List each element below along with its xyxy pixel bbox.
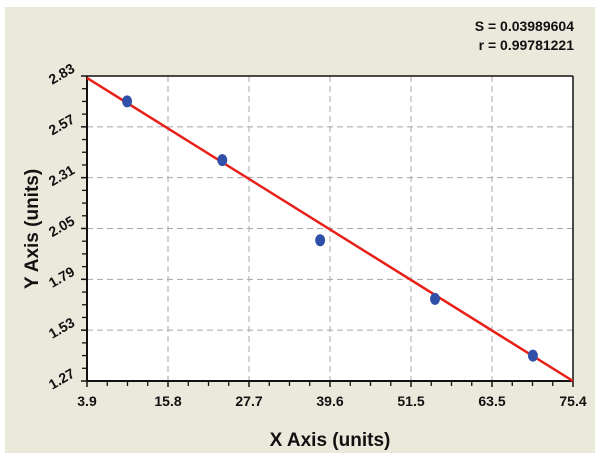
data-point <box>527 349 538 362</box>
gridlines <box>87 76 573 381</box>
data-point <box>430 292 441 305</box>
fit-line <box>86 76 574 383</box>
x-tick-label: 27.7 <box>235 393 262 409</box>
x-tick-label: 63.5 <box>478 393 505 409</box>
data-point <box>217 154 228 167</box>
data-point <box>122 95 133 108</box>
y-tick-label: 2.31 <box>46 161 78 189</box>
x-tick-label: 15.8 <box>154 393 181 409</box>
x-tick-labels: 3.9 15.8 27.7 39.6 51.5 63.5 75.4 <box>77 393 587 409</box>
y-tick-label: 1.53 <box>46 314 78 342</box>
data-point <box>315 234 326 247</box>
x-tick-label: 75.4 <box>559 393 586 409</box>
x-tick-label: 3.9 <box>77 393 97 409</box>
x-tick-label: 39.6 <box>316 393 343 409</box>
s-value: S = 0.03989604 <box>474 18 574 34</box>
x-axis-title: X Axis (units) <box>270 430 391 451</box>
y-tick-labels: 1.27 1.53 1.79 2.05 2.31 2.57 2.83 <box>46 60 78 393</box>
y-axis-title: Y Axis (units) <box>22 169 43 289</box>
x-tick-label: 51.5 <box>397 393 424 409</box>
y-tick-label: 2.57 <box>46 111 78 139</box>
fit-statistics: S = 0.03989604 r = 0.99781221 <box>475 17 574 55</box>
y-tick-label: 1.79 <box>46 263 78 291</box>
y-tick-label: 1.27 <box>46 365 78 393</box>
r-value: r = 0.99781221 <box>478 37 574 53</box>
y-tick-label: 2.83 <box>46 60 78 88</box>
y-tick-label: 2.05 <box>46 212 78 240</box>
data-series <box>86 76 574 383</box>
